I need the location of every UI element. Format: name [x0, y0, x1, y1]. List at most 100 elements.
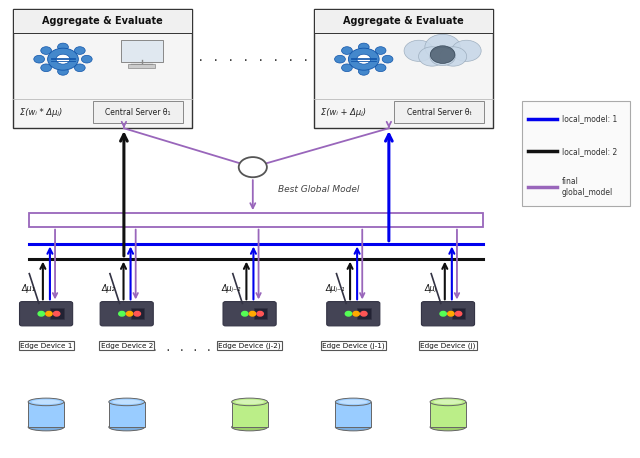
Circle shape	[34, 55, 45, 63]
Circle shape	[361, 311, 367, 316]
Circle shape	[357, 54, 371, 64]
Circle shape	[58, 43, 68, 51]
Circle shape	[56, 54, 70, 64]
Text: Edge Device 1: Edge Device 1	[20, 343, 72, 349]
Circle shape	[74, 64, 85, 71]
Text: Δμ₁: Δμ₁	[21, 284, 35, 293]
Circle shape	[38, 311, 45, 316]
FancyBboxPatch shape	[131, 308, 144, 319]
FancyBboxPatch shape	[100, 302, 154, 326]
Text: Σ(wᵢ * Δμⱼ): Σ(wᵢ * Δμⱼ)	[20, 108, 63, 117]
Circle shape	[452, 40, 481, 61]
Circle shape	[74, 47, 85, 55]
Bar	[394, 101, 484, 123]
Bar	[232, 402, 268, 427]
Bar	[93, 101, 183, 123]
Ellipse shape	[232, 423, 268, 431]
Bar	[13, 9, 192, 33]
Circle shape	[250, 311, 256, 316]
Circle shape	[46, 311, 52, 316]
Ellipse shape	[335, 398, 371, 406]
Text: Edge Device 2: Edge Device 2	[100, 343, 153, 349]
Ellipse shape	[430, 398, 466, 406]
Ellipse shape	[232, 398, 268, 406]
Ellipse shape	[335, 423, 371, 431]
Circle shape	[119, 311, 125, 316]
Circle shape	[404, 40, 434, 61]
Bar	[314, 9, 493, 33]
Ellipse shape	[236, 400, 264, 404]
Ellipse shape	[113, 400, 141, 404]
FancyBboxPatch shape	[128, 64, 156, 68]
Circle shape	[448, 311, 454, 316]
Circle shape	[81, 55, 92, 63]
Circle shape	[440, 311, 447, 316]
Circle shape	[430, 46, 455, 63]
Circle shape	[358, 43, 369, 51]
Text: Best Global Model: Best Global Model	[278, 185, 360, 195]
FancyBboxPatch shape	[452, 308, 465, 319]
Circle shape	[58, 67, 68, 75]
Circle shape	[348, 48, 379, 70]
Bar	[109, 402, 145, 427]
Ellipse shape	[339, 400, 367, 404]
Text: final
global_model: final global_model	[562, 177, 613, 197]
Text: Edge Device (j-1): Edge Device (j-1)	[322, 343, 385, 349]
Text: Δμⱼ: Δμⱼ	[424, 284, 436, 293]
FancyBboxPatch shape	[357, 308, 371, 319]
Circle shape	[342, 64, 352, 71]
Text: Edge Device (j): Edge Device (j)	[420, 343, 476, 349]
Text: local_model: 2: local_model: 2	[562, 147, 617, 156]
Ellipse shape	[28, 423, 64, 431]
FancyBboxPatch shape	[50, 308, 63, 319]
Text: Σ(wᵢ + Δμⱼ): Σ(wᵢ + Δμⱼ)	[321, 108, 366, 117]
Circle shape	[335, 55, 346, 63]
FancyBboxPatch shape	[254, 308, 267, 319]
Circle shape	[419, 47, 445, 66]
Circle shape	[134, 311, 141, 316]
FancyBboxPatch shape	[422, 302, 474, 326]
Circle shape	[430, 48, 455, 65]
FancyBboxPatch shape	[121, 40, 163, 62]
Text: Δμⱼ₋₁: Δμⱼ₋₁	[326, 284, 345, 293]
FancyBboxPatch shape	[223, 302, 276, 326]
Circle shape	[440, 47, 467, 66]
Bar	[430, 402, 466, 427]
Bar	[522, 101, 630, 206]
Ellipse shape	[109, 398, 145, 406]
Text: Central Server θₜ: Central Server θₜ	[406, 108, 472, 117]
Text: . . . . . . . .: . . . . . . . .	[138, 343, 239, 353]
Ellipse shape	[434, 400, 462, 404]
Circle shape	[425, 34, 460, 60]
Text: Δμ₂: Δμ₂	[102, 284, 116, 293]
Bar	[314, 9, 493, 128]
FancyBboxPatch shape	[19, 302, 72, 326]
Bar	[29, 213, 483, 227]
Circle shape	[47, 48, 78, 70]
Circle shape	[41, 64, 51, 71]
Circle shape	[342, 47, 352, 55]
Circle shape	[127, 311, 133, 316]
Text: Aggregate & Evaluate: Aggregate & Evaluate	[343, 16, 463, 26]
Ellipse shape	[430, 423, 466, 431]
Bar	[335, 402, 371, 427]
FancyBboxPatch shape	[327, 302, 380, 326]
Circle shape	[41, 47, 51, 55]
Text: Aggregate & Evaluate: Aggregate & Evaluate	[42, 16, 163, 26]
Text: local_model: 1: local_model: 1	[562, 114, 617, 123]
Circle shape	[239, 157, 267, 177]
Ellipse shape	[109, 423, 145, 431]
Text: Central Server θ₁: Central Server θ₁	[106, 108, 171, 117]
Circle shape	[242, 311, 248, 316]
Circle shape	[54, 311, 60, 316]
Circle shape	[382, 55, 393, 63]
Text: Δμⱼ₋₂: Δμⱼ₋₂	[222, 284, 241, 293]
Ellipse shape	[32, 400, 60, 404]
Circle shape	[346, 311, 352, 316]
Circle shape	[375, 64, 386, 71]
Circle shape	[257, 311, 264, 316]
Ellipse shape	[28, 398, 64, 406]
Circle shape	[456, 311, 462, 316]
Bar	[28, 402, 64, 427]
Circle shape	[375, 47, 386, 55]
